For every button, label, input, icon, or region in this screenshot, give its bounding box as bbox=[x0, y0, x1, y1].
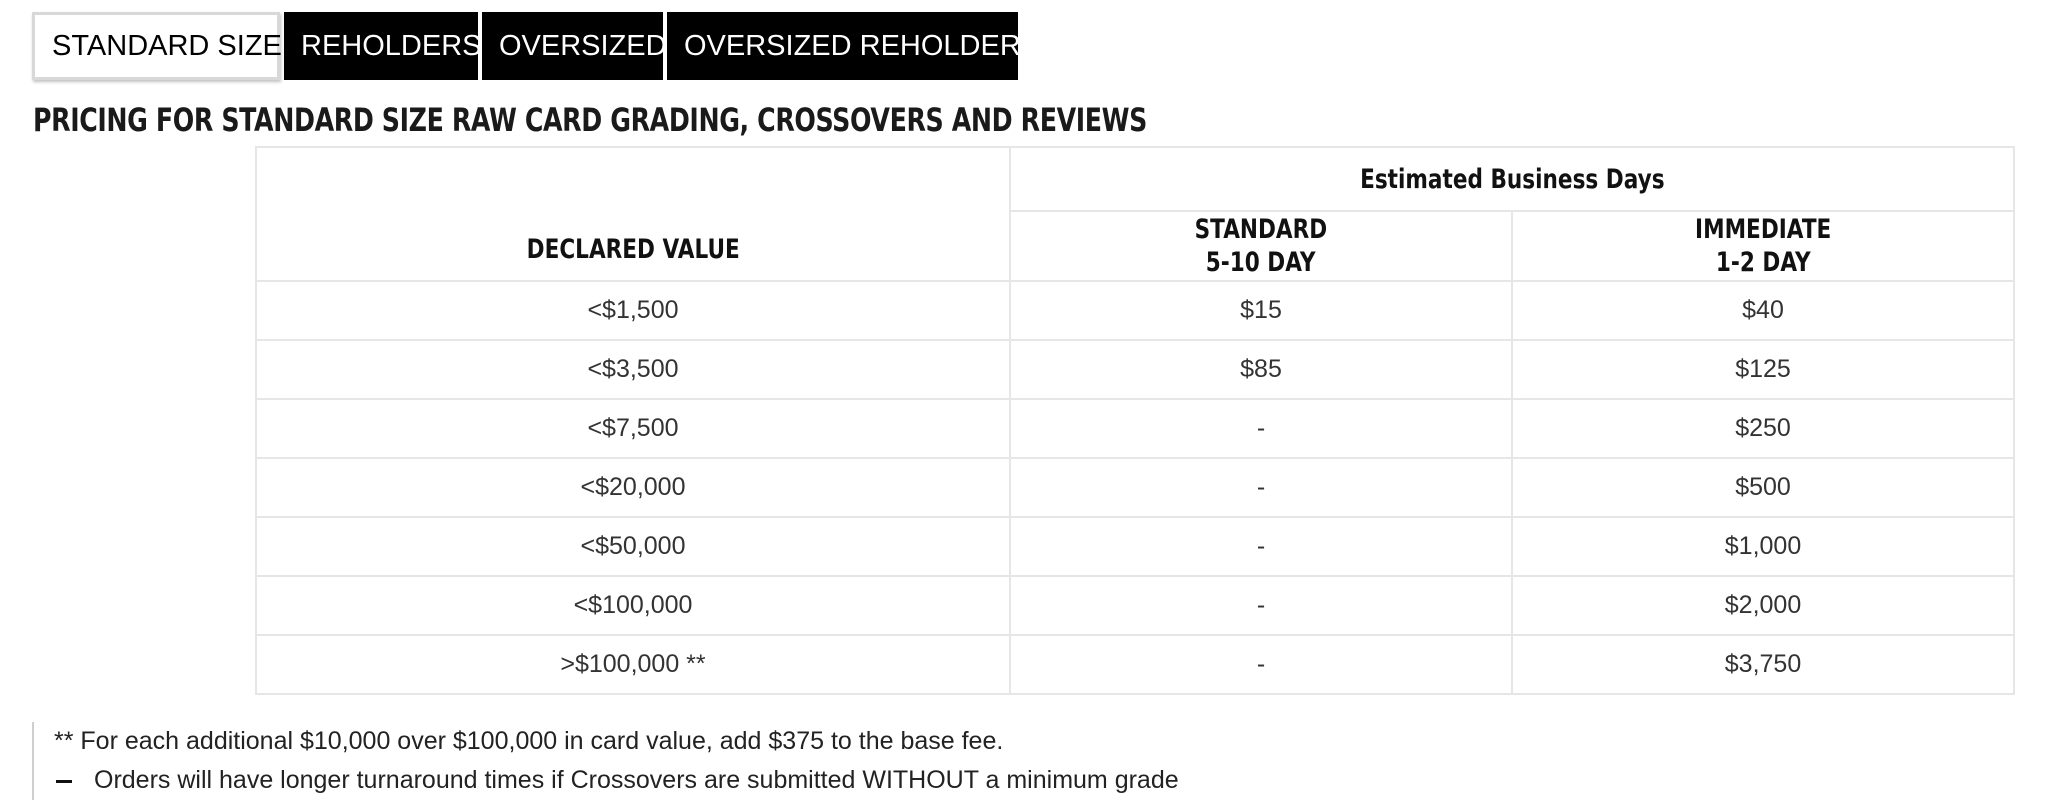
declared-value-header: DECLARED VALUE bbox=[255, 146, 1011, 282]
immediate-header-line1: IMMEDIATE bbox=[1694, 214, 1832, 245]
standard-price-cell: - bbox=[1009, 575, 1513, 636]
immediate-header-line2: 1-2 DAY bbox=[1715, 247, 1811, 278]
footnotes: ** For each additional $10,000 over $100… bbox=[32, 722, 1179, 800]
tab-bar: STANDARD SIZE REHOLDERS OVERSIZED OVERSI… bbox=[32, 12, 1040, 80]
immediate-price-cell: $2,000 bbox=[1511, 575, 2015, 636]
page-title: PRICING FOR STANDARD SIZE RAW CARD GRADI… bbox=[33, 101, 1147, 139]
footnote-additional-fee: ** For each additional $10,000 over $100… bbox=[54, 727, 1004, 755]
standard-price-cell: $15 bbox=[1009, 280, 1513, 341]
standard-column-header: STANDARD 5-10 DAY bbox=[1009, 210, 1513, 282]
declared-value-cell: <$100,000 bbox=[255, 575, 1011, 636]
table-row: >$100,000 ** - $3,750 bbox=[255, 634, 2015, 695]
standard-price-cell: - bbox=[1009, 634, 1513, 695]
declared-value-cell: <$20,000 bbox=[255, 457, 1011, 518]
standard-price-cell: $85 bbox=[1009, 339, 1513, 400]
standard-price-cell: - bbox=[1009, 516, 1513, 577]
immediate-price-cell: $500 bbox=[1511, 457, 2015, 518]
table-row: <$100,000 - $2,000 bbox=[255, 575, 2015, 636]
pricing-table: DECLARED VALUE Estimated Business Days S… bbox=[255, 146, 2015, 695]
immediate-price-cell: $1,000 bbox=[1511, 516, 2015, 577]
estimated-business-days-label: Estimated Business Days bbox=[1359, 163, 1665, 195]
standard-price-cell: - bbox=[1009, 398, 1513, 459]
footnote-crossovers: Orders will have longer turnaround times… bbox=[54, 761, 1179, 800]
footnote-crossovers-text: Orders will have longer turnaround times… bbox=[94, 766, 1179, 794]
declared-value-cell: <$7,500 bbox=[255, 398, 1011, 459]
immediate-price-cell: $250 bbox=[1511, 398, 2015, 459]
declared-value-cell: >$100,000 ** bbox=[255, 634, 1011, 695]
standard-price-cell: - bbox=[1009, 457, 1513, 518]
table-row: <$20,000 - $500 bbox=[255, 457, 2015, 518]
standard-header-line2: 5-10 DAY bbox=[1206, 247, 1316, 278]
immediate-price-cell: $125 bbox=[1511, 339, 2015, 400]
declared-value-cell: <$50,000 bbox=[255, 516, 1011, 577]
tab-reholders[interactable]: REHOLDERS bbox=[284, 12, 482, 80]
immediate-column-header: IMMEDIATE 1-2 DAY bbox=[1511, 210, 2015, 282]
tab-standard-size[interactable]: STANDARD SIZE bbox=[32, 12, 282, 80]
immediate-price-cell: $3,750 bbox=[1511, 634, 2015, 695]
immediate-price-cell: $40 bbox=[1511, 280, 2015, 341]
table-row: <$3,500 $85 $125 bbox=[255, 339, 2015, 400]
tab-oversized-reholders[interactable]: OVERSIZED REHOLDERS bbox=[667, 12, 1040, 80]
table-row: <$50,000 - $1,000 bbox=[255, 516, 2015, 577]
estimated-business-days-header: Estimated Business Days bbox=[1009, 146, 2015, 212]
dash-bullet-icon bbox=[56, 779, 72, 783]
table-row: <$1,500 $15 $40 bbox=[255, 280, 2015, 341]
declared-value-cell: <$1,500 bbox=[255, 280, 1011, 341]
declared-value-header-label: DECLARED VALUE bbox=[526, 234, 740, 265]
tab-oversized[interactable]: OVERSIZED bbox=[482, 12, 667, 80]
table-row: <$7,500 - $250 bbox=[255, 398, 2015, 459]
declared-value-cell: <$3,500 bbox=[255, 339, 1011, 400]
standard-header-line1: STANDARD bbox=[1194, 214, 1328, 245]
